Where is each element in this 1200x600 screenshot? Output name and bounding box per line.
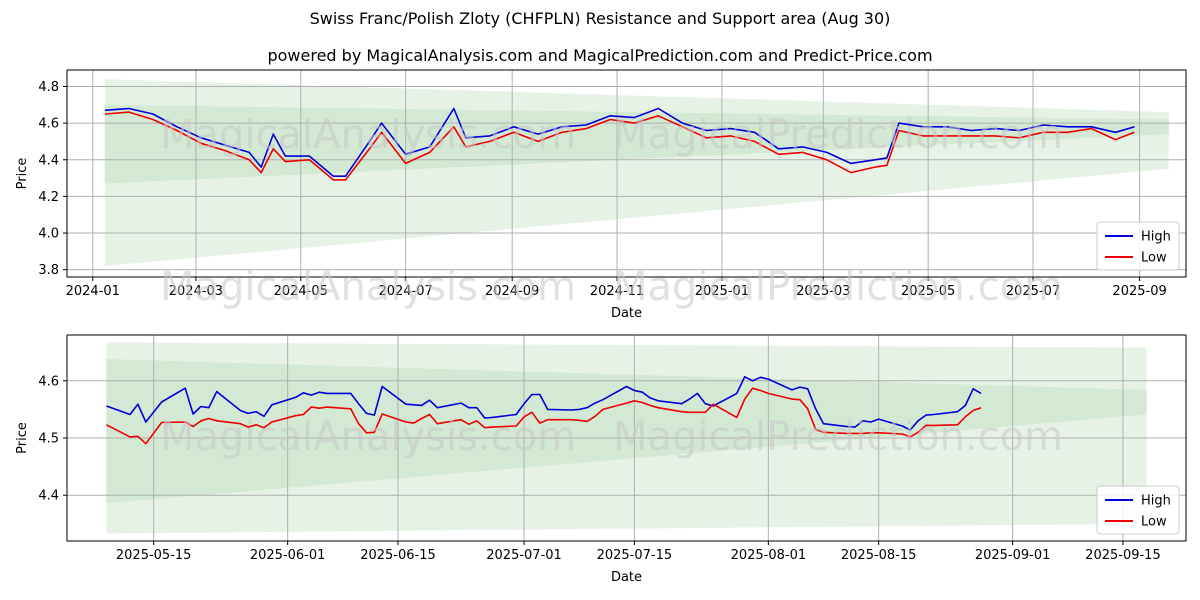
y-tick-label: 4.5 xyxy=(38,432,59,447)
plot-2: 2025-05-15 2025-06-01 2025-06-15 2025-07-01… xyxy=(15,334,1187,585)
y-tick-label: 4.4 xyxy=(38,153,59,168)
x-tick-label: 2024-01 xyxy=(66,284,120,299)
y-tick-label: 3.8 xyxy=(38,263,59,278)
x-tick-label: 2025-08-15 xyxy=(841,548,917,563)
plot-frame xyxy=(66,69,1187,278)
watermark-text: MagicalAnalysis.com xyxy=(160,264,576,310)
x-tick-label: 2025-01 xyxy=(695,284,749,299)
x-tick-label: 2025-07 xyxy=(1006,284,1060,299)
series-line-low xyxy=(106,387,982,445)
x-tick-label: 2024-03 xyxy=(169,284,223,299)
legend-label-high: High xyxy=(1141,494,1171,509)
chart-title: Swiss Franc/Polish Zloty (CHFPLN) Resist… xyxy=(309,9,891,28)
watermark-text: MagicalPrediction.com xyxy=(613,112,1063,158)
y-tick-label: 4.0 xyxy=(38,227,59,242)
x-tick-label: 2025-07-15 xyxy=(597,548,673,563)
y-tick-label: 4.6 xyxy=(38,117,59,132)
legend: High Low xyxy=(1096,485,1180,535)
y-tick-label: 4.8 xyxy=(38,80,59,95)
series-line-high xyxy=(104,107,1135,177)
y-axis-label: Price xyxy=(15,158,30,190)
inner-support-resistance-band xyxy=(106,359,1147,504)
legend-label-low: Low xyxy=(1141,515,1167,530)
x-tick-label: 2025-03 xyxy=(796,284,850,299)
y-tick-label: 4.6 xyxy=(38,374,59,389)
x-tick-label: 2025-07-01 xyxy=(486,548,562,563)
x-tick-label: 2025-08-01 xyxy=(731,548,807,563)
legend: High Low xyxy=(1096,221,1180,271)
x-axis-label: Date xyxy=(611,306,642,321)
watermark-text: MagicalPrediction.com xyxy=(613,264,1063,310)
legend-label-high: High xyxy=(1141,230,1171,245)
watermark-text: MagicalAnalysis.com xyxy=(160,414,576,460)
x-tick-label: 2025-09-01 xyxy=(975,548,1051,563)
watermark-text: MagicalAnalysis.com xyxy=(160,112,576,158)
legend-label-low: Low xyxy=(1141,251,1167,266)
x-tick-label: 2025-05-15 xyxy=(116,548,192,563)
x-tick-label: 2024-09 xyxy=(485,284,539,299)
x-tick-label: 2025-09-15 xyxy=(1085,548,1161,563)
y-tick-label: 4.2 xyxy=(38,190,59,205)
x-tick-label: 2024-05 xyxy=(274,284,328,299)
chart-subtitle: powered by MagicalAnalysis.com and Magic… xyxy=(267,46,933,65)
series-line-low xyxy=(104,111,1135,181)
x-tick-label: 2025-06-15 xyxy=(360,548,436,563)
y-axis-label: Price xyxy=(15,422,30,454)
plot-frame xyxy=(66,334,1187,542)
x-tick-label: 2025-05 xyxy=(901,284,955,299)
x-tick-label: 2025-09 xyxy=(1112,284,1166,299)
x-tick-label: 2024-07 xyxy=(378,284,432,299)
x-tick-label: 2025-06-01 xyxy=(250,548,326,563)
watermark-text: MagicalPrediction.com xyxy=(613,414,1063,460)
series-line-high xyxy=(106,375,982,431)
y-tick-label: 4.4 xyxy=(38,489,59,504)
x-axis-label: Date xyxy=(611,570,642,585)
plot-1: 2024-01 2024-03 2024-05 2024-07 2024-09 2024-… xyxy=(15,69,1187,321)
x-tick-label: 2024-11 xyxy=(590,284,644,299)
